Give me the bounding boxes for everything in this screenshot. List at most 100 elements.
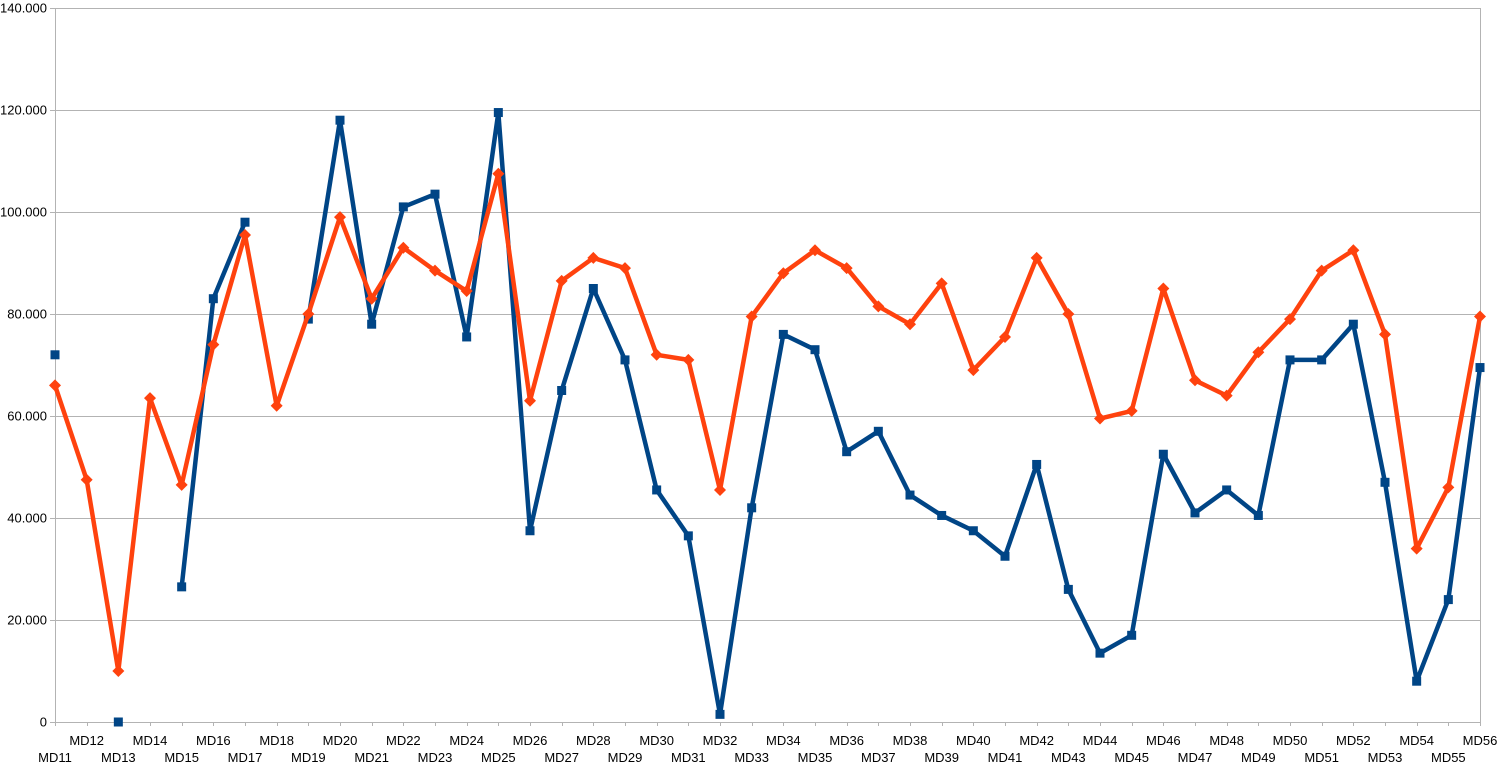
series-1-blue-marker [1285, 355, 1295, 365]
series-1-blue-marker [842, 447, 852, 457]
series-2-orange-marker [49, 379, 61, 392]
y-tick-label: 120.000 [0, 103, 47, 118]
x-axis-ticks [55, 722, 1481, 726]
series-2-orange-marker [365, 292, 378, 305]
x-tick-label: MD36 [829, 733, 864, 748]
series-2-orange-marker [1062, 308, 1075, 320]
series-2-orange-line [52, 171, 1483, 674]
series-1-blue-marker [588, 284, 598, 293]
y-axis-labels: 0 20.000 40.000 60.000 80.000 100.000 120.000 1… [0, 1, 47, 730]
x-tick-label: MD47 [1178, 750, 1213, 765]
x-tick-label: MD50 [1273, 733, 1308, 748]
x-tick-label: MD35 [798, 750, 833, 765]
x-tick-label: MD17 [228, 750, 263, 765]
x-tick-label: MD28 [576, 733, 611, 748]
series-1-blue-marker [1443, 595, 1453, 605]
series-2-orange-marker [935, 277, 948, 290]
series-2-orange-marker [207, 338, 220, 351]
series-1-blue-marker [620, 355, 630, 365]
x-tick-label: MD24 [449, 733, 484, 748]
x-tick-label: MD53 [1368, 750, 1403, 765]
x-tick-label: MD41 [988, 750, 1023, 765]
series-2-orange-marker [967, 364, 980, 377]
series-1-blue-marker [1475, 363, 1485, 373]
x-tick-label: MD27 [544, 750, 579, 765]
series-2-orange-marker [80, 473, 93, 486]
x-tick-label: MD48 [1209, 733, 1244, 748]
y-tick-label: 40.000 [7, 511, 47, 526]
x-tick-label: MD43 [1051, 750, 1086, 765]
x-axis-labels: MD11 MD12 MD13 MD14 MD15 MD16 MD17 MD18 MD19 MD20… [38, 733, 1497, 765]
x-tick-label: MD45 [1114, 750, 1149, 765]
x-tick-label: MD26 [513, 733, 548, 748]
series-1-blue-marker [747, 503, 757, 513]
x-tick-label: MD19 [291, 750, 326, 765]
x-tick-label: MD30 [639, 733, 674, 748]
series-1-blue-marker [177, 582, 187, 592]
series-2-orange-marker [144, 392, 156, 405]
x-tick-label: MD31 [671, 750, 706, 765]
x-tick-label: MD42 [1019, 733, 1054, 748]
series-1-blue-marker [430, 189, 440, 199]
series-1-blue-marker [905, 490, 915, 500]
series-1-blue-marker [1253, 510, 1263, 520]
series-2-orange-marker [1347, 244, 1360, 257]
x-tick-label: MD40 [956, 733, 991, 748]
series-1-blue-marker [778, 329, 788, 339]
series-2-orange-marker [175, 478, 188, 491]
series-2-orange-marker [1220, 389, 1233, 402]
series-1-blue-marker [557, 386, 567, 395]
x-tick-label: MD55 [1431, 750, 1466, 765]
series-2-orange-marker [904, 318, 916, 331]
series-2-orange-marker [1189, 374, 1201, 387]
series-1-blue-marker [398, 202, 408, 212]
series-1-blue-marker [1000, 551, 1010, 561]
x-tick-label: MD33 [734, 750, 769, 765]
y-gridlines [50, 8, 1480, 723]
series-1-blue [50, 108, 1485, 727]
series-1-blue-line [179, 221, 248, 588]
series-2-orange-marker [1474, 310, 1486, 323]
series-1-blue-marker [50, 350, 60, 360]
series-1-blue-marker [1190, 508, 1200, 518]
series-2-orange-marker [1410, 542, 1423, 555]
series-1-blue-marker [1158, 449, 1168, 459]
x-tick-label: MD39 [924, 750, 959, 765]
series-2-orange-marker [1094, 412, 1106, 425]
series-1-blue-marker [652, 485, 662, 495]
x-tick-label: MD14 [133, 733, 168, 748]
x-tick-label: MD15 [164, 750, 199, 765]
series-1-blue-marker [937, 510, 947, 520]
series-1-blue-marker [462, 332, 472, 342]
series-1-blue-marker [1348, 319, 1358, 329]
series-1-blue-marker [493, 108, 503, 118]
series-1-blue-marker [1095, 648, 1105, 658]
x-tick-label: MD44 [1083, 733, 1118, 748]
series-2-orange-marker [1315, 264, 1328, 277]
x-tick-label: MD34 [766, 733, 801, 748]
series-2-orange-marker [1157, 282, 1170, 295]
x-tick-label: MD37 [861, 750, 896, 765]
series-2-orange-marker [1284, 313, 1296, 326]
x-tick-label: MD56 [1463, 733, 1497, 748]
series-2-orange-marker [239, 228, 251, 241]
series-1-blue-marker [525, 526, 535, 536]
series-1-blue-marker [240, 217, 250, 227]
series-2-orange-marker [460, 285, 473, 298]
x-tick-label: MD38 [893, 733, 928, 748]
series-1-blue-marker [1032, 459, 1042, 469]
series-2-orange-marker [112, 665, 125, 677]
series-2-orange-marker [302, 308, 315, 320]
x-tick-label: MD11 [38, 750, 72, 765]
series-2-orange-marker [619, 262, 631, 275]
series-1-blue-marker [208, 294, 218, 304]
x-tick-label: MD18 [259, 733, 294, 748]
x-tick-label: MD12 [69, 733, 104, 748]
series-1-blue-marker [1063, 584, 1073, 594]
series-1-blue-marker [367, 319, 377, 329]
series-1-blue-marker [1412, 676, 1422, 686]
series-1-blue-marker [1380, 477, 1390, 487]
x-tick-label: MD21 [354, 750, 389, 765]
series-2-orange-marker [745, 310, 758, 323]
